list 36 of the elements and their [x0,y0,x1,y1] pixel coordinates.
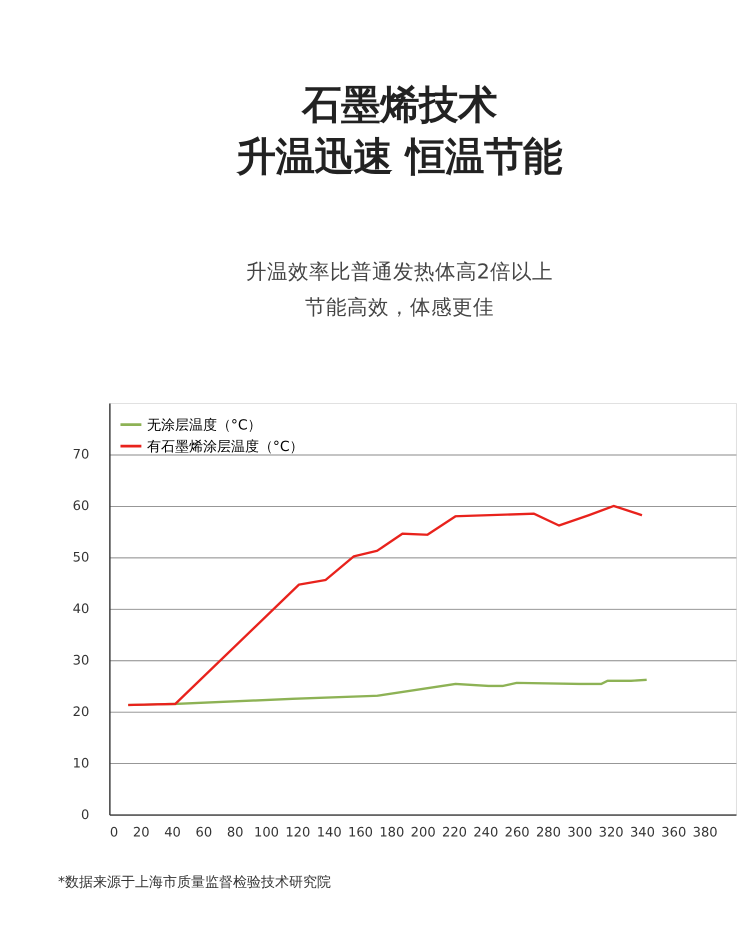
x-tick-label: 140 [316,826,342,841]
chart-subtitle: 升温迅速 恒温节能 [235,135,562,180]
x-tick-label: 180 [379,826,404,841]
y-tick-label: 30 [72,653,90,668]
x-tick-label: 40 [164,826,181,841]
x-tick-label: 220 [442,826,467,841]
x-tick-label: 120 [285,826,310,841]
x-tick-label: 280 [536,826,561,841]
y-tick-label: 60 [72,499,90,514]
x-tick-label: 80 [226,826,244,841]
y-tick-label: 40 [72,602,90,618]
text: *数据来源于上海市质量监督检验技术研究院 [58,874,331,891]
x-tick-label: 0 [110,826,118,841]
x-tick-label: 300 [567,826,592,841]
x-tick-label: 240 [473,826,498,841]
y-tick-label: 10 [72,756,90,772]
x-tick-label: 100 [254,826,280,841]
x-tick-label: 320 [598,826,624,841]
chart-title: 石墨烯技术 [300,82,497,128]
x-tick-label: 340 [630,826,655,841]
x-tick-label: 360 [661,826,686,841]
x-tick-label: 20 [132,826,150,841]
y-tick-label: 20 [72,704,90,720]
text: 升温效率比普通发热体高2倍以上 [246,260,553,284]
x-tick-label: 60 [196,826,212,841]
y-tick-label: 50 [72,550,90,566]
legend-label: 无涂层温度（°C） [146,417,262,434]
x-tick-label: 260 [504,826,530,841]
line-series [127,504,644,706]
x-tick-label: 200 [410,826,436,841]
y-tick-label: 0 [80,808,90,823]
x-tick-label: 160 [348,826,373,841]
text: 节能高效，体感更佳 [304,295,494,320]
legend-label: 有石墨烯涂层温度（°C） [146,438,304,455]
y-tick-label: 70 [72,448,90,463]
x-tick-label: 380 [692,826,718,841]
